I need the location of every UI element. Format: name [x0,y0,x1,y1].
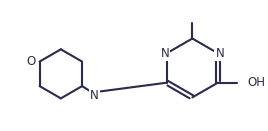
Text: N: N [90,89,99,102]
Text: N: N [215,47,224,60]
Text: N: N [161,47,169,60]
Text: OH: OH [247,76,265,89]
Text: O: O [27,55,36,68]
